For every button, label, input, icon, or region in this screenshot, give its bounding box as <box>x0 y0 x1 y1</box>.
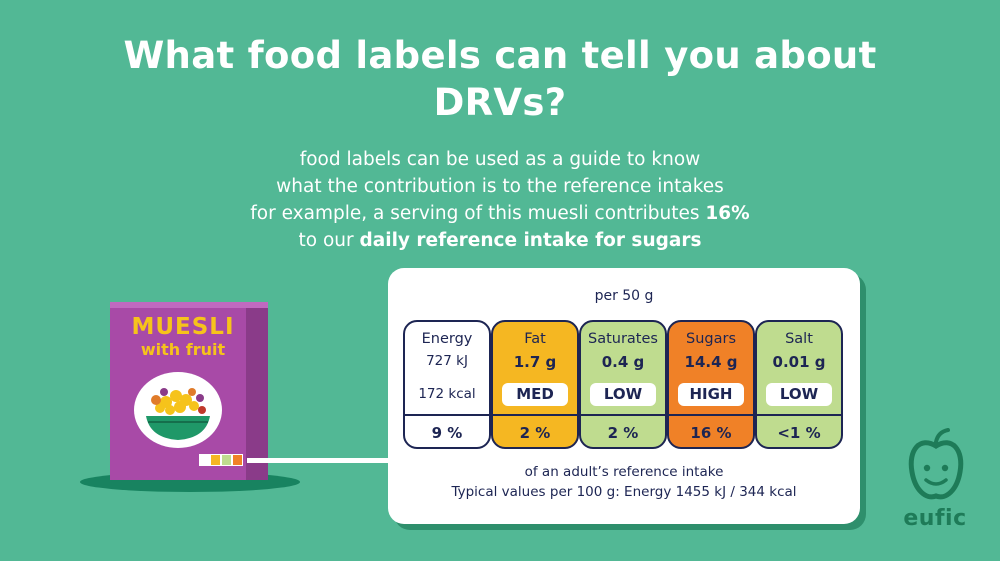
label-connector-line <box>247 458 391 463</box>
column-sugars: Sugars 14.4 g HIGH 16 % <box>667 320 755 449</box>
column-amount: 0.4 g <box>601 353 645 371</box>
column-amount: 727 kJ <box>426 353 468 369</box>
page-title: What food labels can tell you about DRVs… <box>123 34 877 124</box>
level-badge: MED <box>502 383 568 406</box>
column-saturates: Saturates 0.4 g LOW 2 % <box>579 320 667 449</box>
column-salt: Salt 0.01 g LOW <1 % <box>755 320 843 449</box>
column-amount: 0.01 g <box>772 353 826 371</box>
product-variant: with fruit <box>140 340 226 359</box>
column-percent: 2 % <box>519 424 551 442</box>
mini-label-yellow <box>210 454 221 466</box>
level-badge: LOW <box>590 383 656 406</box>
column-amount: 14.4 g <box>684 353 738 371</box>
column-amount: 1.7 g <box>513 353 557 371</box>
mini-label-green <box>221 454 232 466</box>
product-name: MUESLI <box>131 314 235 340</box>
intro-line-1: food labels can be used as a guide to kn… <box>299 149 701 170</box>
eufic-logo-text: eufic <box>903 506 967 531</box>
column-fat: Fat 1.7 g MED 2 % <box>491 320 579 449</box>
cereal-bowl-icon <box>146 388 210 440</box>
typical-values-note: Typical values per 100 g: Energy 1455 kJ… <box>451 484 797 500</box>
intro-highlight-sugars: daily reference intake for sugars <box>359 230 702 251</box>
intro-line-2: what the contribution is to the referenc… <box>276 176 724 197</box>
column-percent: <1 % <box>777 424 821 442</box>
column-name: Saturates <box>588 331 658 347</box>
serving-size: per 50 g <box>594 288 654 304</box>
level-badge: LOW <box>766 383 832 406</box>
mini-label-white <box>199 454 210 466</box>
reference-intake-note: of an adult’s reference intake <box>524 464 724 480</box>
eufic-apple-icon <box>908 428 964 500</box>
intro-highlight-percent: 16% <box>705 203 750 224</box>
column-name: Fat <box>524 331 546 347</box>
column-name: Salt <box>785 331 813 347</box>
column-kcal: 172 kcal <box>418 386 476 402</box>
intro-text: food labels can be used as a guide to kn… <box>150 146 850 254</box>
column-energy: Energy 727 kJ 172 kcal 9 % <box>403 320 491 449</box>
mini-label-orange <box>232 454 243 466</box>
intro-line-3-text: for example, a serving of this muesli co… <box>250 203 706 224</box>
intro-line-3: for example, a serving of this muesli co… <box>150 200 850 227</box>
muesli-box-top <box>110 302 268 308</box>
column-percent: 16 % <box>690 424 732 442</box>
muesli-box-label: MUESLI with fruit <box>118 314 248 360</box>
level-badge: HIGH <box>678 383 744 406</box>
column-name: Sugars <box>686 331 736 347</box>
column-name: Energy <box>421 331 473 347</box>
column-divider <box>757 414 841 416</box>
column-percent: 2 % <box>607 424 639 442</box>
column-divider <box>405 414 489 416</box>
intro-line-4: to our daily reference intake for sugars <box>150 227 850 254</box>
intro-line-4-text: to our <box>298 230 360 251</box>
column-divider <box>493 414 577 416</box>
column-divider <box>581 414 665 416</box>
muesli-box-side <box>246 302 268 480</box>
column-divider <box>669 414 753 416</box>
column-percent: 9 % <box>431 424 463 442</box>
nutrition-label-card: per 50 g Energy 727 kJ 172 kcal 9 % Fat … <box>388 268 860 524</box>
